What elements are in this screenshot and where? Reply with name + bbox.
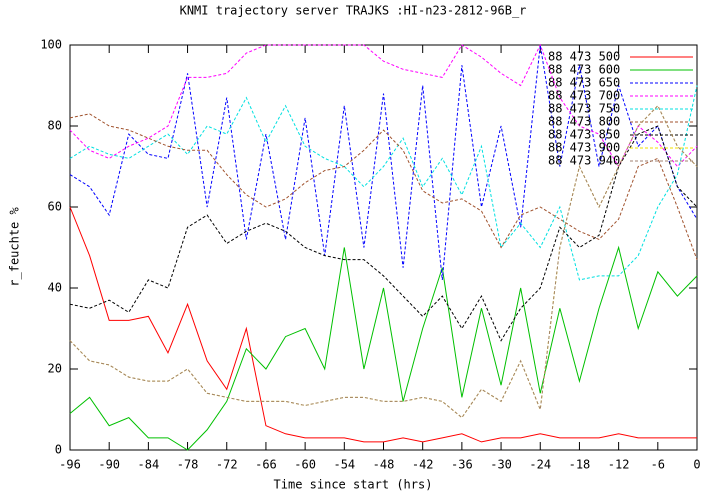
x-tick-label: -54 <box>333 458 355 472</box>
legend-label: 88 473 700 <box>548 89 620 103</box>
x-tick-label: -48 <box>373 458 395 472</box>
x-axis-label: Time since start (hrs) <box>274 478 433 492</box>
series-line <box>69 43 698 168</box>
x-tick-label: -60 <box>294 458 316 472</box>
series-line <box>69 206 697 443</box>
x-tick-label: -78 <box>177 458 199 472</box>
series-line <box>69 245 698 451</box>
chart-title: KNMI trajectory server TRAJKS :HI-n23-28… <box>180 4 527 18</box>
x-tick-label: -96 <box>59 458 81 472</box>
series-line <box>69 85 698 281</box>
x-tick-label: -42 <box>412 458 434 472</box>
legend-label: 88 473 940 <box>548 154 620 168</box>
y-tick-label: 60 <box>48 200 62 214</box>
y-tick-label: 20 <box>48 362 62 376</box>
legend-label: 88 473 850 <box>548 128 620 142</box>
legend-label: 88 473 650 <box>548 76 620 90</box>
y-tick-label: 40 <box>48 281 62 295</box>
legend-label: 88 473 900 <box>548 141 620 155</box>
series-line <box>69 104 698 419</box>
x-tick-label: -18 <box>569 458 591 472</box>
y-tick-label: 80 <box>48 119 62 133</box>
y-tick-label: 0 <box>55 443 62 457</box>
y-axis-label: r_feuchte % <box>8 206 22 286</box>
y-tick-label: 100 <box>40 38 62 52</box>
series-line <box>69 44 698 280</box>
x-tick-label: -24 <box>529 458 551 472</box>
x-tick-label: -66 <box>255 458 277 472</box>
x-tick-label: -12 <box>608 458 630 472</box>
series-line <box>69 125 698 342</box>
x-tick-label: -36 <box>451 458 473 472</box>
x-tick-label: -84 <box>138 458 160 472</box>
legend-label: 88 473 600 <box>548 63 620 77</box>
x-tick-label: -6 <box>651 458 665 472</box>
x-tick-label: 0 <box>693 458 700 472</box>
x-tick-label: -30 <box>490 458 512 472</box>
legend-label: 88 473 800 <box>548 115 620 129</box>
legend-label: 88 473 500 <box>548 50 620 64</box>
legend-label: 88 473 750 <box>548 102 620 116</box>
x-tick-label: -90 <box>98 458 120 472</box>
x-tick-label: -72 <box>216 458 238 472</box>
series-line <box>69 113 698 260</box>
